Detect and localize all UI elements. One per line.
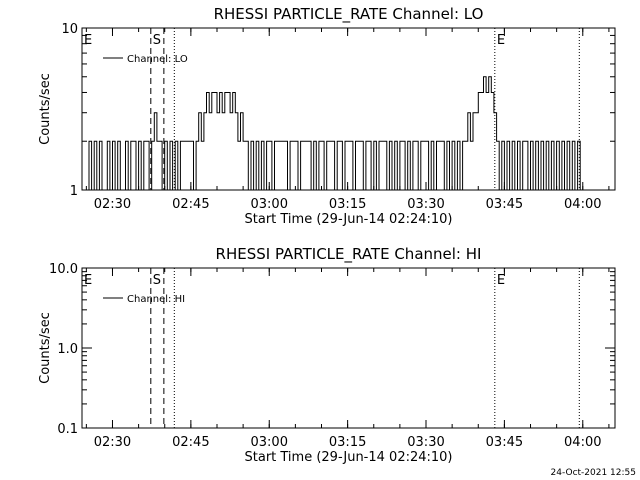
plot-frame (81, 27, 616, 191)
y-tick-label: 10.0 (49, 262, 78, 277)
legend-label: Channel: LO (127, 54, 188, 65)
series-line (86, 76, 583, 191)
footer-timestamp: 24-Oct-2021 12:55 (551, 468, 636, 478)
x-tick-label: 02:30 (94, 197, 131, 212)
y-axis-label: Counts/sec (38, 73, 53, 145)
x-tick-label: 03:15 (329, 435, 366, 450)
x-tick-label: 02:45 (172, 197, 209, 212)
x-tick-label: 03:45 (486, 435, 523, 450)
y-tick-label: 1.0 (57, 342, 78, 357)
event-marker-label: E (497, 273, 505, 288)
chart-title: RHESSI PARTICLE_RATE Channel: LO (214, 5, 484, 24)
x-axis-label: Start Time (29-Jun-14 02:24:10) (245, 212, 453, 227)
x-tick-label: 04:00 (564, 435, 601, 450)
x-tick-label: 03:30 (407, 197, 444, 212)
y-axis-label: Counts/sec (38, 312, 53, 384)
x-tick-label: 02:30 (94, 435, 131, 450)
y-tick-label: 1 (70, 184, 78, 199)
x-tick-label: 03:00 (251, 197, 288, 212)
y-tick-label: 10 (61, 22, 78, 37)
event-marker-label: S (153, 33, 161, 48)
x-tick-label: 03:15 (329, 197, 366, 212)
chart-title: RHESSI PARTICLE_RATE Channel: HI (216, 245, 482, 264)
event-marker-label: E (84, 273, 92, 288)
legend-label: Channel: HI (127, 294, 185, 305)
plot-frame (81, 267, 616, 429)
x-tick-label: 02:45 (172, 435, 209, 450)
x-axis-label: Start Time (29-Jun-14 02:24:10) (245, 450, 453, 465)
x-tick-label: 03:30 (407, 435, 444, 450)
event-marker-label: S (153, 273, 161, 288)
x-tick-label: 03:00 (251, 435, 288, 450)
panel-hi: RHESSI PARTICLE_RATE Channel: HI 02:30 02:… (38, 245, 616, 465)
panel-lo: RHESSI PARTICLE_RATE Channel: LO 02:30 02:… (38, 5, 616, 227)
event-marker-label: E (84, 33, 92, 48)
x-tick-label: 03:45 (486, 197, 523, 212)
event-marker-label: E (497, 33, 505, 48)
y-tick-label: 0.1 (57, 422, 78, 437)
x-tick-label: 04:00 (564, 197, 601, 212)
